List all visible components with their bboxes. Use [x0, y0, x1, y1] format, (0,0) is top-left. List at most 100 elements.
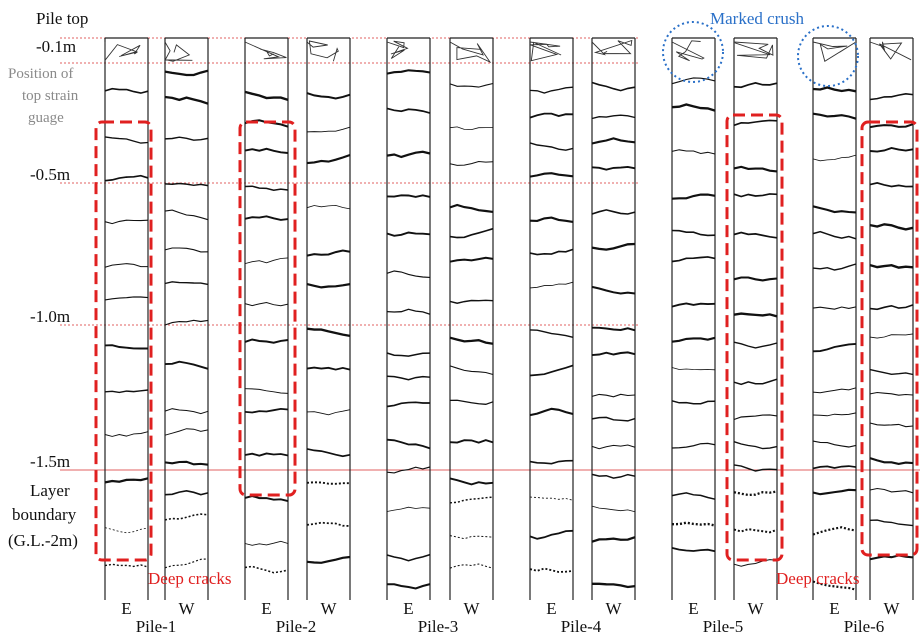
crack [870, 94, 913, 100]
crack [813, 388, 856, 393]
crack [870, 124, 913, 127]
crack [105, 137, 148, 143]
figure: EWPile-1EWPile-2EWPile-3EWPile-4EWPile-5… [0, 0, 920, 635]
crack [450, 497, 493, 503]
crack [105, 264, 148, 268]
crack [813, 206, 856, 212]
crack [870, 370, 913, 375]
crack [245, 216, 288, 220]
pile-label: Pile-5 [703, 617, 744, 635]
crack [530, 461, 573, 464]
crack [450, 127, 493, 130]
deep-cracks-label: Deep cracks [776, 569, 860, 588]
crack [592, 328, 635, 331]
crack [105, 176, 148, 181]
face-label: W [463, 599, 480, 618]
crack [870, 458, 913, 464]
boundary-line: boundary [12, 505, 77, 524]
crack [734, 442, 777, 449]
crack [813, 307, 856, 309]
crack [245, 541, 288, 545]
crack [245, 409, 288, 413]
annotations: Marked crush Deep cracks Deep cracks [96, 9, 917, 588]
crack [734, 415, 777, 420]
crack [734, 83, 777, 87]
face-label: E [688, 599, 698, 618]
crack [165, 491, 208, 495]
face-label: W [747, 599, 764, 618]
crack [105, 478, 148, 482]
crush-sketch [450, 42, 490, 62]
crack [245, 454, 288, 456]
note-line: top strain [22, 88, 79, 104]
crack [165, 514, 208, 520]
crack [387, 70, 430, 73]
crack [387, 376, 430, 380]
crush-sketch [734, 42, 773, 58]
face-label: W [605, 599, 622, 618]
crack [307, 368, 350, 370]
reference-lines [60, 38, 920, 470]
face-label: W [320, 599, 337, 618]
crack [870, 520, 913, 526]
crack [245, 389, 288, 394]
crack [813, 344, 856, 351]
marked-crush-label: Marked crush [710, 9, 804, 28]
crack [530, 409, 573, 415]
crush-sketch [387, 41, 408, 58]
crack [450, 366, 493, 375]
deep-crack-box [96, 122, 151, 560]
crack [813, 527, 856, 534]
crack [813, 490, 856, 494]
crush-sketch [307, 41, 338, 61]
crack [530, 114, 573, 118]
boundary-line: Layer [30, 481, 70, 500]
crack [165, 282, 208, 285]
crack [105, 345, 148, 348]
crack [530, 569, 573, 573]
crack [387, 195, 430, 197]
face-label: W [883, 599, 900, 618]
crush-sketch [530, 42, 561, 61]
crack [307, 127, 350, 132]
crack [105, 432, 148, 437]
crack [530, 330, 573, 337]
crack [672, 523, 715, 526]
crack [165, 362, 208, 369]
crack [450, 229, 493, 238]
crack [165, 409, 208, 414]
crack [530, 531, 573, 539]
crack [387, 271, 430, 277]
face-label: E [121, 599, 131, 618]
crack [592, 474, 635, 478]
crack [592, 584, 635, 587]
crack [734, 342, 777, 348]
crack [734, 379, 777, 384]
crush-sketch [592, 41, 632, 55]
pile-label: Pile-1 [136, 617, 177, 635]
crush-sketch [105, 42, 140, 60]
crack [734, 167, 777, 172]
crack [813, 466, 856, 468]
crack [165, 210, 208, 220]
crack [387, 507, 430, 511]
crack [165, 184, 208, 186]
crack [672, 338, 715, 342]
crack [105, 220, 148, 223]
crack [734, 491, 777, 495]
crack [245, 149, 288, 153]
crack [734, 529, 777, 532]
crush-sketch [813, 42, 855, 61]
crack [592, 417, 635, 421]
crack [530, 218, 573, 222]
boundary-line: (G.L.-2m) [8, 531, 78, 550]
crack [307, 557, 350, 563]
crack [450, 338, 493, 344]
crack [387, 152, 430, 157]
crack [870, 148, 913, 152]
depth-label: -1.5m [30, 452, 70, 471]
crack [245, 340, 288, 343]
crack [245, 303, 288, 306]
crack [105, 297, 148, 300]
